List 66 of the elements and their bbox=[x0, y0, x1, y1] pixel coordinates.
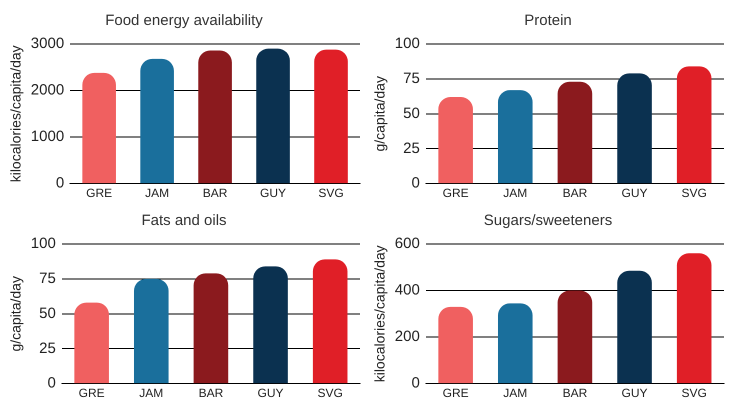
y-axis-title: g/capita/day bbox=[371, 76, 388, 152]
x-tick-label: GRE bbox=[78, 386, 105, 400]
x-tick-label: JAM bbox=[139, 386, 164, 400]
bar bbox=[82, 72, 116, 184]
x-tick-label: BAR bbox=[562, 186, 588, 200]
bar bbox=[312, 259, 348, 384]
x-tick-label: GRE bbox=[442, 386, 469, 400]
y-tick-label: 2000 bbox=[30, 82, 64, 99]
x-tick-label: BAR bbox=[562, 386, 588, 400]
y-tick-label: 100 bbox=[394, 35, 420, 52]
x-tick-label: JAM bbox=[503, 186, 528, 200]
chart-title: Sugars/sweeteners bbox=[484, 212, 612, 230]
x-tick-label: BAR bbox=[198, 386, 224, 400]
y-tick-label: 1000 bbox=[30, 128, 64, 146]
x-tick-label: JAM bbox=[503, 386, 528, 400]
y-tick-label: 0 bbox=[56, 174, 64, 192]
x-tick-label: JAM bbox=[145, 186, 170, 200]
y-tick-label: 0 bbox=[411, 374, 420, 392]
y-axis-title: g/capita/day bbox=[7, 276, 24, 352]
bar bbox=[498, 303, 533, 384]
bar bbox=[438, 97, 473, 184]
bar bbox=[314, 50, 348, 184]
bar bbox=[617, 270, 652, 384]
y-tick-label: 600 bbox=[394, 235, 420, 252]
x-tick-label: SVG bbox=[682, 186, 707, 200]
y-tick-label: 3000 bbox=[30, 35, 64, 52]
y-tick-label: 50 bbox=[39, 304, 56, 322]
y-tick-label: 100 bbox=[30, 235, 56, 252]
y-axis-title: kilocalories/capita/day bbox=[7, 45, 24, 182]
bar bbox=[134, 278, 169, 384]
y-tick-label: 75 bbox=[39, 270, 56, 288]
x-tick-label: GUY bbox=[622, 386, 648, 400]
bar bbox=[253, 266, 288, 384]
chart-title: Fats and oils bbox=[141, 212, 227, 230]
x-tick-label: BAR bbox=[202, 186, 228, 200]
x-tick-label: GUY bbox=[260, 186, 286, 200]
bar bbox=[256, 48, 290, 184]
y-tick-label: 25 bbox=[403, 140, 420, 157]
x-tick-label: SVG bbox=[682, 386, 707, 400]
x-tick-label: GRE bbox=[442, 186, 469, 200]
bar bbox=[194, 273, 228, 384]
y-tick-label: 25 bbox=[39, 340, 56, 357]
x-tick-label: GUY bbox=[258, 386, 284, 400]
bar bbox=[140, 58, 174, 184]
chart-title: Protein bbox=[524, 12, 572, 30]
y-tick-label: 75 bbox=[403, 70, 420, 88]
bar bbox=[498, 90, 533, 184]
x-tick-label: GRE bbox=[86, 186, 112, 200]
x-tick-label: SVG bbox=[318, 386, 343, 400]
x-tick-label: SVG bbox=[318, 186, 344, 200]
bar bbox=[438, 306, 473, 384]
y-tick-label: 50 bbox=[403, 104, 420, 122]
x-tick-label: GUY bbox=[622, 186, 648, 200]
bar bbox=[558, 290, 592, 384]
y-tick-label: 0 bbox=[411, 174, 420, 192]
bar bbox=[676, 66, 712, 184]
y-axis-title: kilocalories/capita/day bbox=[371, 245, 388, 382]
bar bbox=[558, 82, 592, 184]
y-tick-label: 0 bbox=[47, 374, 56, 392]
y-tick-label: 200 bbox=[394, 328, 420, 346]
bar bbox=[617, 73, 652, 184]
bar bbox=[198, 50, 232, 184]
y-tick-label: 400 bbox=[394, 282, 420, 299]
bar bbox=[676, 253, 712, 384]
bar bbox=[74, 302, 109, 384]
chart-title: Food energy availability bbox=[105, 12, 264, 30]
